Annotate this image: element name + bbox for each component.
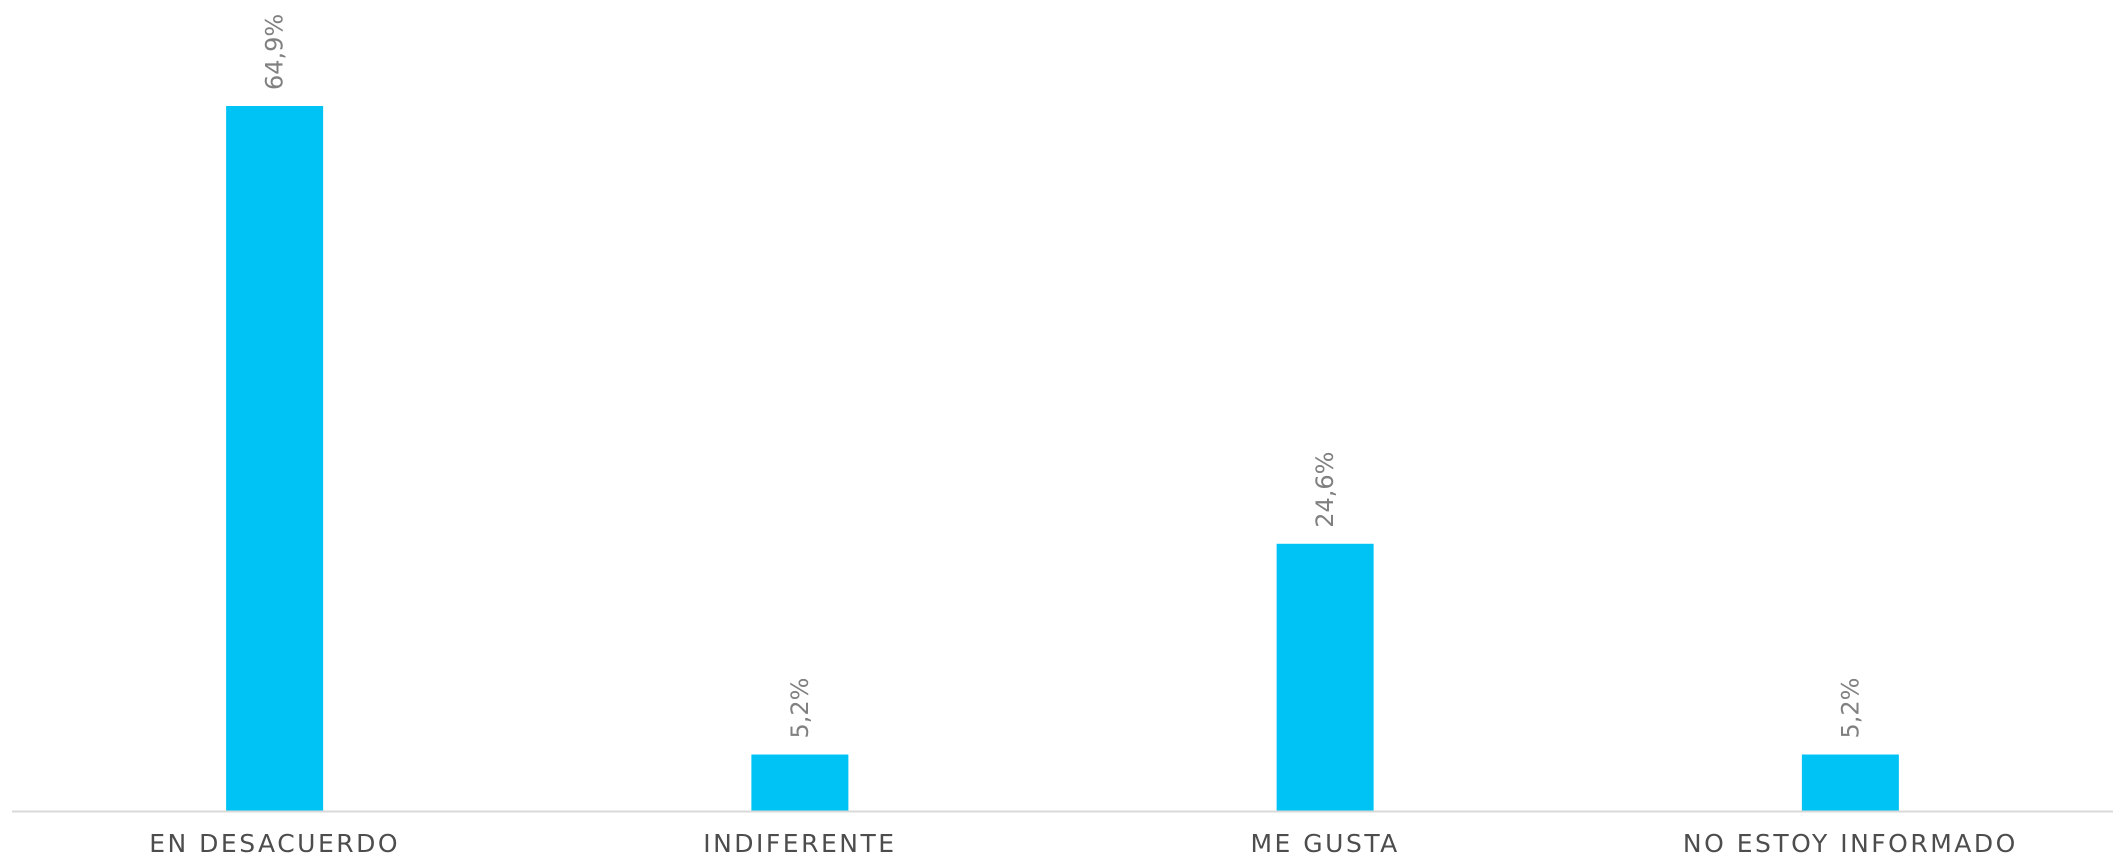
category-label-3: NO ESTOY INFORMADO	[1683, 829, 2018, 855]
data-label-0: 64,9%	[261, 14, 289, 90]
value-labels-group: 64,9% 5,2% 24,6% 5,2%	[261, 14, 1865, 739]
data-label-1: 5,2%	[786, 678, 814, 739]
bar-0	[226, 106, 324, 811]
bar-2	[1276, 543, 1374, 811]
bars-group	[226, 106, 1899, 811]
category-labels-group: EN DESACUERDO INDIFERENTE ME GUSTA NO ESTOY…	[149, 829, 2018, 855]
category-label-2: ME GUSTA	[1250, 829, 1399, 855]
data-label-2: 24,6%	[1311, 452, 1339, 528]
data-label-3: 5,2%	[1836, 678, 1864, 739]
category-label-0: EN DESACUERDO	[149, 829, 400, 855]
bar-3	[1801, 754, 1899, 811]
category-label-1: INDIFERENTE	[703, 829, 896, 855]
bar-1	[751, 754, 849, 811]
